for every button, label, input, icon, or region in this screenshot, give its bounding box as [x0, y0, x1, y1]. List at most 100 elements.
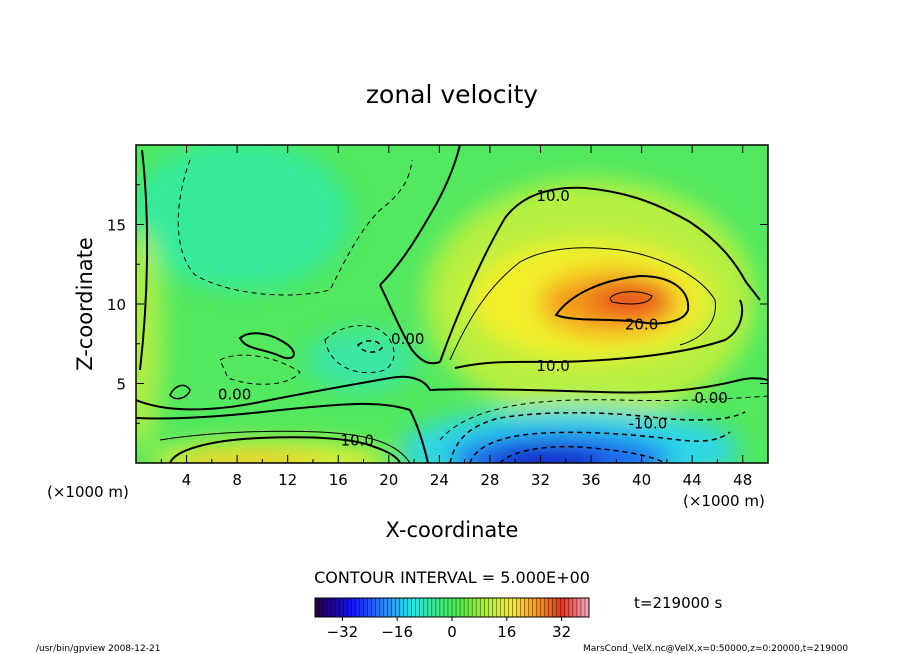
colorbar-swatch [556, 598, 562, 617]
x-unit-right: (×1000 m) [683, 492, 765, 510]
colorbar-swatch [500, 598, 505, 617]
colorbar-swatch [576, 598, 582, 617]
contour-10-lower [454, 299, 744, 369]
x-tick-label: 16 [329, 471, 348, 489]
contour-label: 10.0 [536, 187, 569, 205]
colorbar-swatch [367, 598, 372, 617]
colorbar-swatch [327, 598, 332, 617]
contour-15-upper [449, 247, 716, 361]
colorbar-swatch [452, 598, 457, 617]
mid-left-blob [305, 330, 415, 390]
colorbar-swatch [520, 598, 526, 617]
colorbar-swatch [407, 598, 413, 617]
x-tick-label: 28 [480, 471, 499, 489]
contour-neg5-left [219, 354, 301, 385]
time-label: t=219000 s [634, 594, 722, 612]
colorbar-swatch [351, 598, 356, 617]
contour-label: 20.0 [625, 316, 658, 334]
colorbar-swatch [427, 598, 433, 617]
colorbar-swatch [572, 598, 578, 617]
colorbar-swatch [536, 598, 542, 617]
colorbar-swatch [315, 598, 320, 617]
contour-label: 0.00 [218, 386, 251, 404]
contour-10-surface [169, 436, 401, 463]
colorbar-swatch [496, 598, 501, 617]
x-tick-label: 48 [733, 471, 752, 489]
colorbar-ticks: −32 −16 0 16 32 [327, 617, 571, 641]
colorbar-swatch [484, 598, 489, 617]
contour-0-mid-loop [379, 284, 441, 365]
colorbar-swatch [383, 598, 389, 617]
colorbar-swatch [439, 598, 445, 617]
x-tick-label: 8 [232, 471, 242, 489]
colorbar-swatch [480, 598, 485, 617]
contour-10-upper [439, 186, 761, 363]
colorbar-swatch [419, 598, 425, 617]
colorbar-swatch [524, 598, 530, 617]
colorbar-swatch [552, 598, 558, 617]
colorbar-tick-label: −16 [381, 623, 413, 641]
footer-left: /usr/bin/gpview 2008-12-21 [36, 644, 160, 654]
colorbar-swatch [472, 598, 477, 617]
colorbar-swatch [331, 598, 336, 617]
jet-core [590, 284, 670, 316]
contour-5-left [159, 430, 411, 463]
contour-label: 10.0 [536, 357, 569, 375]
colorbar-swatch [512, 598, 517, 617]
colorbar-swatch [456, 598, 461, 617]
field-blobs [136, 145, 755, 463]
contour-label: 0.00 [391, 330, 424, 348]
y-tick-label: 15 [107, 217, 126, 235]
contour-neg20-lower [499, 445, 666, 463]
x-tick-label: 32 [531, 471, 550, 489]
x-tick-label: 12 [278, 471, 297, 489]
colorbar-swatch [415, 598, 421, 617]
contour-interval: CONTOUR INTERVAL = 5.000E+00 [314, 568, 590, 587]
colorbar-swatch [363, 598, 368, 617]
contour-25 [609, 291, 653, 305]
contour-20 [554, 274, 690, 325]
colorbar-swatch [540, 598, 546, 617]
x-unit-left: (×1000 m) [47, 483, 129, 501]
plot-area: 10.0 20.0 10.0 0.00 0.00 10.0 -10.0 0.00 [136, 145, 768, 463]
colorbar-swatch [399, 598, 405, 617]
colorbar-tick-label: 0 [447, 623, 457, 641]
x-tick-label: 44 [683, 471, 702, 489]
colorbar-tick-label: −32 [327, 623, 359, 641]
colorbar-swatch [508, 598, 513, 617]
colorbar-swatch [319, 598, 324, 617]
colorbar-swatch [468, 598, 473, 617]
surface-yellow [150, 442, 390, 463]
x-tick-label: 24 [430, 471, 449, 489]
contour-0-mid [136, 149, 768, 411]
contour-neg5-upper [177, 159, 413, 296]
contour-neg15-lower [469, 431, 731, 463]
contour-label: 10.0 [340, 432, 373, 450]
contour-neg5-bottom [439, 395, 768, 441]
x-tick-label: 20 [379, 471, 398, 489]
colorbar-swatch [347, 598, 352, 617]
colorbar-swatch [359, 598, 364, 617]
colorbar-swatch [355, 598, 360, 617]
contour-neg10-lower [449, 411, 746, 463]
colorbar-swatch [395, 598, 401, 617]
colorbar-swatch [431, 598, 437, 617]
colorbar-swatch [435, 598, 441, 617]
colorbar [314, 598, 590, 617]
colorbar-tick-label: 32 [552, 623, 571, 641]
colorbar-swatch [532, 598, 538, 617]
colorbar-swatch [387, 598, 393, 617]
footer-right: MarsCond_VelX.nc@VelX,x=0:50000,z=0:2000… [583, 644, 848, 654]
x-axis: 4 8 12 16 20 24 28 32 36 40 44 48 [160, 145, 752, 489]
colorbar-swatch [343, 598, 348, 617]
colorbar-swatch [504, 598, 509, 617]
x-tick-label: 4 [182, 471, 192, 489]
colorbar-swatch [492, 598, 497, 617]
y-axis-label: Z-coordinate [73, 237, 97, 371]
colorbar-swatch [391, 598, 397, 617]
y-tick-label: 10 [107, 296, 126, 314]
x-tick-label: 40 [632, 471, 651, 489]
contours [136, 145, 768, 463]
colorbar-swatch [528, 598, 534, 617]
colorbar-swatch [375, 598, 380, 617]
